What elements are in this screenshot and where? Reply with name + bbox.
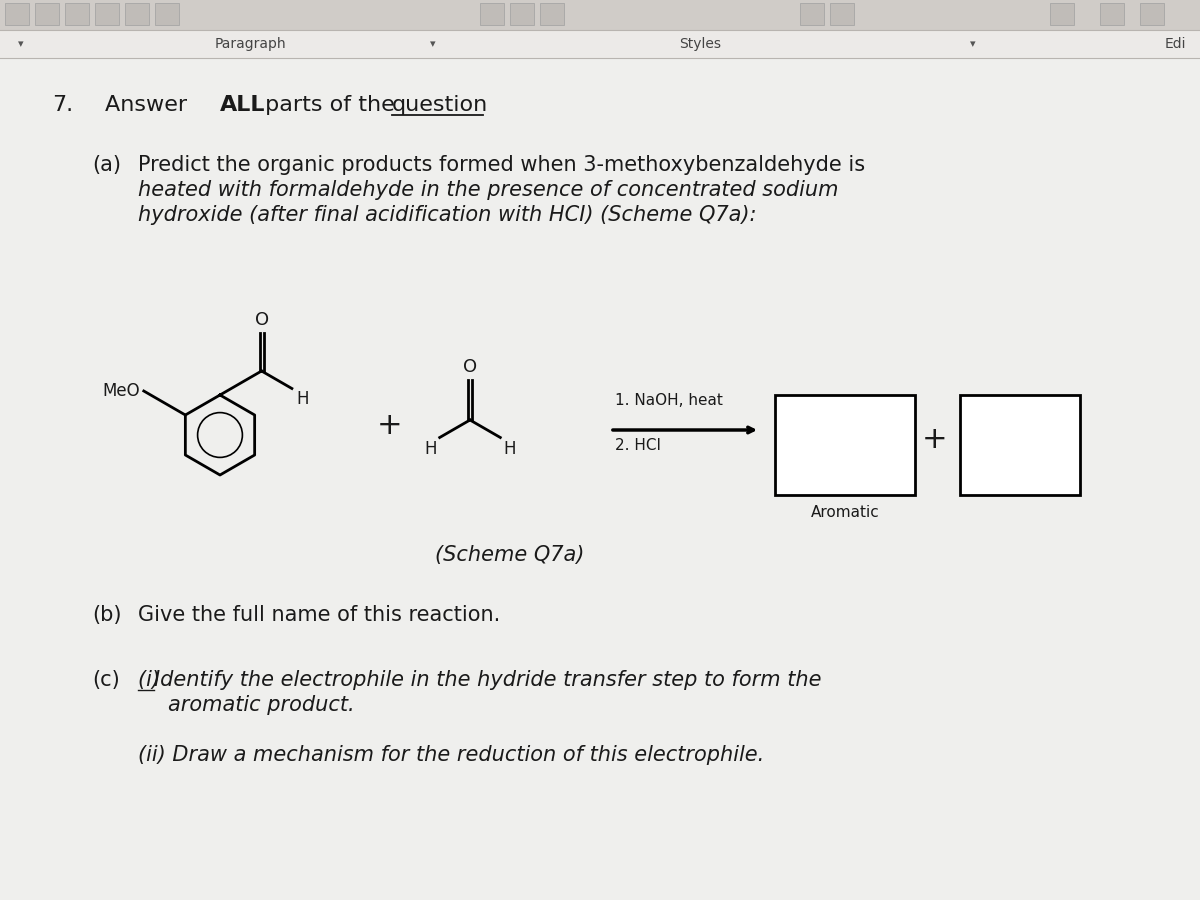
Text: ▾: ▾ bbox=[430, 39, 436, 49]
Text: H: H bbox=[424, 440, 437, 458]
Text: Identify the electrophile in the hydride transfer step to form the: Identify the electrophile in the hydride… bbox=[154, 670, 822, 690]
Bar bbox=[510, 3, 534, 25]
Text: H: H bbox=[296, 391, 308, 409]
Text: 7.: 7. bbox=[52, 95, 73, 115]
Text: hydroxide (after final acidification with HCI) (Scheme Q7a):: hydroxide (after final acidification wit… bbox=[138, 205, 756, 225]
Bar bbox=[1100, 3, 1124, 25]
Text: question: question bbox=[392, 95, 488, 115]
Text: (c): (c) bbox=[92, 670, 120, 690]
Text: (b): (b) bbox=[92, 605, 121, 625]
Text: (ii) Draw a mechanism for the reduction of this electrophile.: (ii) Draw a mechanism for the reduction … bbox=[138, 745, 764, 765]
Text: ▾: ▾ bbox=[18, 39, 24, 49]
Bar bbox=[95, 3, 119, 25]
Bar bbox=[35, 3, 59, 25]
Text: ▾: ▾ bbox=[970, 39, 976, 49]
Text: Answer: Answer bbox=[106, 95, 194, 115]
Bar bbox=[800, 3, 824, 25]
Bar bbox=[960, 395, 1080, 495]
Bar bbox=[775, 395, 916, 495]
Bar bbox=[1140, 3, 1164, 25]
Text: O: O bbox=[254, 311, 269, 329]
Text: heated with formaldehyde in the presence of concentrated sodium: heated with formaldehyde in the presence… bbox=[138, 180, 839, 200]
Text: O: O bbox=[463, 358, 478, 376]
Text: +: + bbox=[377, 410, 403, 439]
Text: Styles: Styles bbox=[679, 37, 721, 51]
Bar bbox=[65, 3, 89, 25]
Bar bbox=[5, 3, 29, 25]
Text: 1. NaOH, heat: 1. NaOH, heat bbox=[616, 393, 722, 408]
Bar bbox=[540, 3, 564, 25]
Text: aromatic product.: aromatic product. bbox=[168, 695, 355, 715]
Text: Predict the organic products formed when 3-methoxybenzaldehyde is: Predict the organic products formed when… bbox=[138, 155, 865, 175]
Text: 2. HCI: 2. HCI bbox=[616, 438, 661, 453]
Text: H: H bbox=[503, 440, 516, 458]
Text: +: + bbox=[922, 426, 948, 454]
Text: parts of the: parts of the bbox=[258, 95, 402, 115]
Text: (Scheme Q7a): (Scheme Q7a) bbox=[436, 545, 584, 565]
Bar bbox=[125, 3, 149, 25]
Text: MeO: MeO bbox=[102, 382, 139, 400]
Text: (a): (a) bbox=[92, 155, 121, 175]
Text: Edi: Edi bbox=[1165, 37, 1187, 51]
Text: Aromatic: Aromatic bbox=[811, 505, 880, 520]
Bar bbox=[1050, 3, 1074, 25]
Text: ALL: ALL bbox=[220, 95, 265, 115]
Text: Give the full name of this reaction.: Give the full name of this reaction. bbox=[138, 605, 500, 625]
Bar bbox=[830, 3, 854, 25]
Bar bbox=[480, 3, 504, 25]
Text: (i): (i) bbox=[138, 670, 167, 690]
Bar bbox=[0, 0, 1200, 30]
Text: Paragraph: Paragraph bbox=[214, 37, 286, 51]
Bar bbox=[0, 30, 1200, 58]
Bar bbox=[155, 3, 179, 25]
